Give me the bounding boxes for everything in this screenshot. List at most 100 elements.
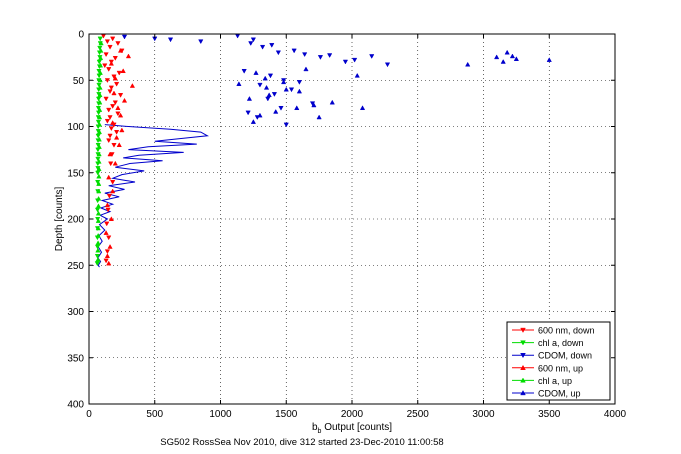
data-point [117, 112, 124, 118]
data-point [236, 81, 242, 86]
data-point [509, 53, 516, 59]
y-tick-label: 350 [67, 353, 84, 364]
data-point [108, 60, 114, 66]
x-tick-label: 3000 [472, 409, 495, 420]
x-tick-label: 0 [86, 409, 92, 420]
y-tick-label: 250 [67, 261, 84, 272]
data-point [106, 193, 113, 199]
data-point [288, 87, 295, 93]
data-point [107, 44, 113, 50]
data-point [108, 126, 114, 132]
data-point [108, 216, 114, 222]
y-tick-label: 400 [67, 400, 84, 411]
data-point [280, 79, 287, 85]
data-point [96, 114, 103, 120]
y-tick-label: 150 [67, 168, 84, 179]
data-point [98, 47, 104, 53]
x-tick-label: 2000 [341, 409, 364, 420]
data-point [369, 54, 375, 59]
data-point [106, 107, 112, 113]
data-point [359, 105, 366, 111]
data-point [103, 258, 109, 264]
series-line [97, 124, 210, 268]
data-point [317, 55, 324, 60]
data-point [106, 138, 112, 144]
data-point [98, 40, 104, 46]
data-point [253, 70, 259, 75]
data-point [245, 110, 251, 116]
data-point [95, 195, 102, 201]
data-point [269, 43, 275, 48]
data-point [119, 127, 125, 133]
data-point [112, 75, 118, 81]
series-600-nm-down [100, 33, 125, 264]
y-tick-label: 50 [73, 76, 85, 87]
data-point [257, 112, 263, 118]
data-point [291, 48, 297, 54]
data-point [263, 84, 270, 90]
data-point [106, 260, 112, 266]
data-point [111, 142, 117, 148]
data-point [104, 221, 110, 227]
data-point [112, 56, 118, 61]
data-point [96, 129, 103, 135]
data-point [296, 80, 303, 85]
data-point [97, 107, 103, 112]
legend-entry: chl a, down [512, 338, 584, 348]
data-point [95, 256, 101, 262]
y-tick-label: 0 [78, 30, 84, 41]
data-point [97, 77, 103, 83]
x-tick-label: 500 [146, 409, 163, 420]
data-point [250, 119, 256, 124]
data-point [97, 92, 103, 98]
data-point [106, 235, 112, 241]
data-point [504, 49, 510, 55]
series-cdom-down [121, 33, 391, 128]
data-point [96, 144, 102, 149]
data-point [97, 62, 104, 68]
legend-marker [520, 327, 526, 333]
data-point [97, 70, 103, 75]
y-tick-label: 200 [67, 215, 84, 226]
data-point [94, 253, 101, 259]
data-point [104, 39, 111, 45]
data-point [95, 218, 101, 223]
data-point [103, 52, 109, 58]
data-point [125, 53, 132, 59]
data-point [115, 111, 121, 117]
data-point [129, 83, 136, 88]
data-point [111, 90, 117, 96]
data-point [106, 67, 112, 72]
data-point [106, 174, 112, 180]
data-point [267, 73, 274, 79]
legend-marker [520, 353, 526, 359]
legend-label: 600 nm, up [538, 363, 583, 373]
x-tick-label: 4000 [604, 409, 627, 420]
data-point [96, 181, 102, 186]
x-tick-label: 1500 [275, 409, 298, 420]
data-point [513, 56, 519, 61]
data-point [107, 133, 113, 139]
data-point [116, 142, 122, 148]
data-point [302, 52, 308, 58]
data-point [95, 203, 102, 209]
data-point [95, 210, 102, 216]
data-point [104, 78, 111, 83]
data-point [96, 121, 103, 127]
data-point [110, 120, 116, 125]
series-cdom-up [236, 49, 552, 124]
data-point [273, 108, 279, 114]
data-point [494, 54, 500, 60]
data-point [316, 114, 322, 120]
data-point [259, 44, 266, 50]
y-tick-label: 300 [67, 307, 84, 318]
data-point [108, 161, 114, 167]
data-point [102, 63, 108, 69]
data-point [95, 240, 101, 246]
data-point [283, 86, 289, 92]
data-point [107, 89, 113, 95]
data-point [96, 158, 102, 164]
data-point [110, 188, 116, 194]
data-point [107, 244, 113, 249]
